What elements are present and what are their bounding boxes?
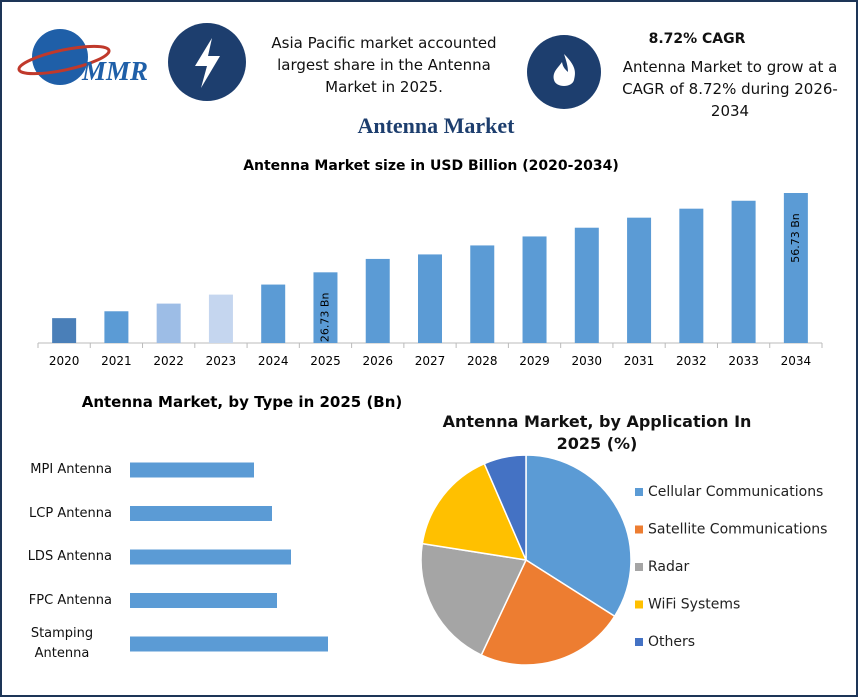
bar (130, 636, 328, 652)
bar (208, 294, 233, 343)
y-tick-label: MPI Antenna (30, 462, 112, 477)
main-title: Antenna Market (357, 113, 515, 138)
value-label: 56.73 Bn (789, 213, 802, 263)
legend-label: Radar (648, 559, 689, 575)
x-tick-label: 2026 (362, 354, 393, 368)
bar (130, 506, 272, 521)
bar (130, 593, 277, 608)
legend-swatch (635, 488, 643, 496)
pie-slice (480, 558, 616, 666)
bar (627, 217, 652, 343)
x-tick-label: 2025 (310, 354, 341, 368)
legend-label: Others (648, 634, 695, 650)
market-note: Asia Pacific market accounted largest sh… (271, 34, 497, 96)
flame (553, 54, 575, 86)
x-tick-label: 2020 (49, 354, 80, 368)
x-tick-label: 2031 (624, 354, 655, 368)
bar (574, 227, 599, 343)
x-tick-label: 2034 (781, 354, 812, 368)
bar (470, 245, 495, 343)
bar (130, 549, 291, 565)
bar (679, 208, 704, 343)
x-tick-label: 2030 (572, 354, 603, 368)
x-tick-label: 2024 (258, 354, 289, 368)
legend-swatch (635, 638, 643, 646)
bar (313, 272, 338, 343)
bolt (195, 38, 220, 88)
pie-slice (421, 462, 528, 561)
x-tick-label: 2033 (728, 354, 759, 368)
bar (130, 462, 254, 478)
legend-label: WiFi Systems (648, 597, 740, 613)
bar (418, 254, 442, 343)
y-tick-label: FPC Antenna (28, 592, 112, 608)
x-tick-label: 2023 (206, 354, 237, 368)
x-tick-label: 2029 (519, 354, 550, 368)
bar (365, 258, 390, 343)
chart-title: Antenna Market size in USD Billion (2020… (243, 158, 619, 174)
x-tick-label: 2021 (101, 354, 132, 368)
x-tick-label: 2022 (153, 354, 184, 368)
y-tick-label: LDS Antenna (27, 549, 112, 564)
legend-label: Cellular Communications (648, 484, 823, 500)
bar (261, 284, 286, 343)
bar (156, 303, 181, 343)
legend-swatch (635, 525, 643, 534)
y-tick-label: Stamping Antenna (30, 626, 94, 661)
legend-label: Satellite Communications (648, 522, 827, 538)
logo-orbit (17, 44, 111, 76)
bar (104, 311, 129, 343)
value-label: 26.73 Bn (318, 293, 331, 343)
pie-slice (483, 454, 527, 561)
x-tick-label: 2027 (415, 354, 446, 368)
x-tick-label: 2032 (676, 354, 707, 368)
x-tick-label: 2028 (467, 354, 498, 368)
pie-slice (420, 542, 528, 657)
chart-title: Antenna Market, by Type in 2025 (Bn) (82, 393, 403, 411)
pie-title: Antenna Market, by Application In 2025 (… (442, 412, 752, 453)
y-tick-label: LCP Antenna (29, 505, 112, 521)
bar (52, 318, 77, 343)
bar (783, 193, 808, 343)
legend-swatch (635, 600, 643, 609)
legend-swatch (635, 563, 643, 571)
logo-globe (32, 29, 88, 85)
bar (731, 200, 756, 343)
bar (522, 236, 547, 343)
logo-text: MMR (81, 56, 148, 86)
cagr-title: 8.72% CAGR (648, 31, 746, 47)
cagr-text: Antenna Market to grow at a CAGR of 8.72… (622, 58, 838, 120)
